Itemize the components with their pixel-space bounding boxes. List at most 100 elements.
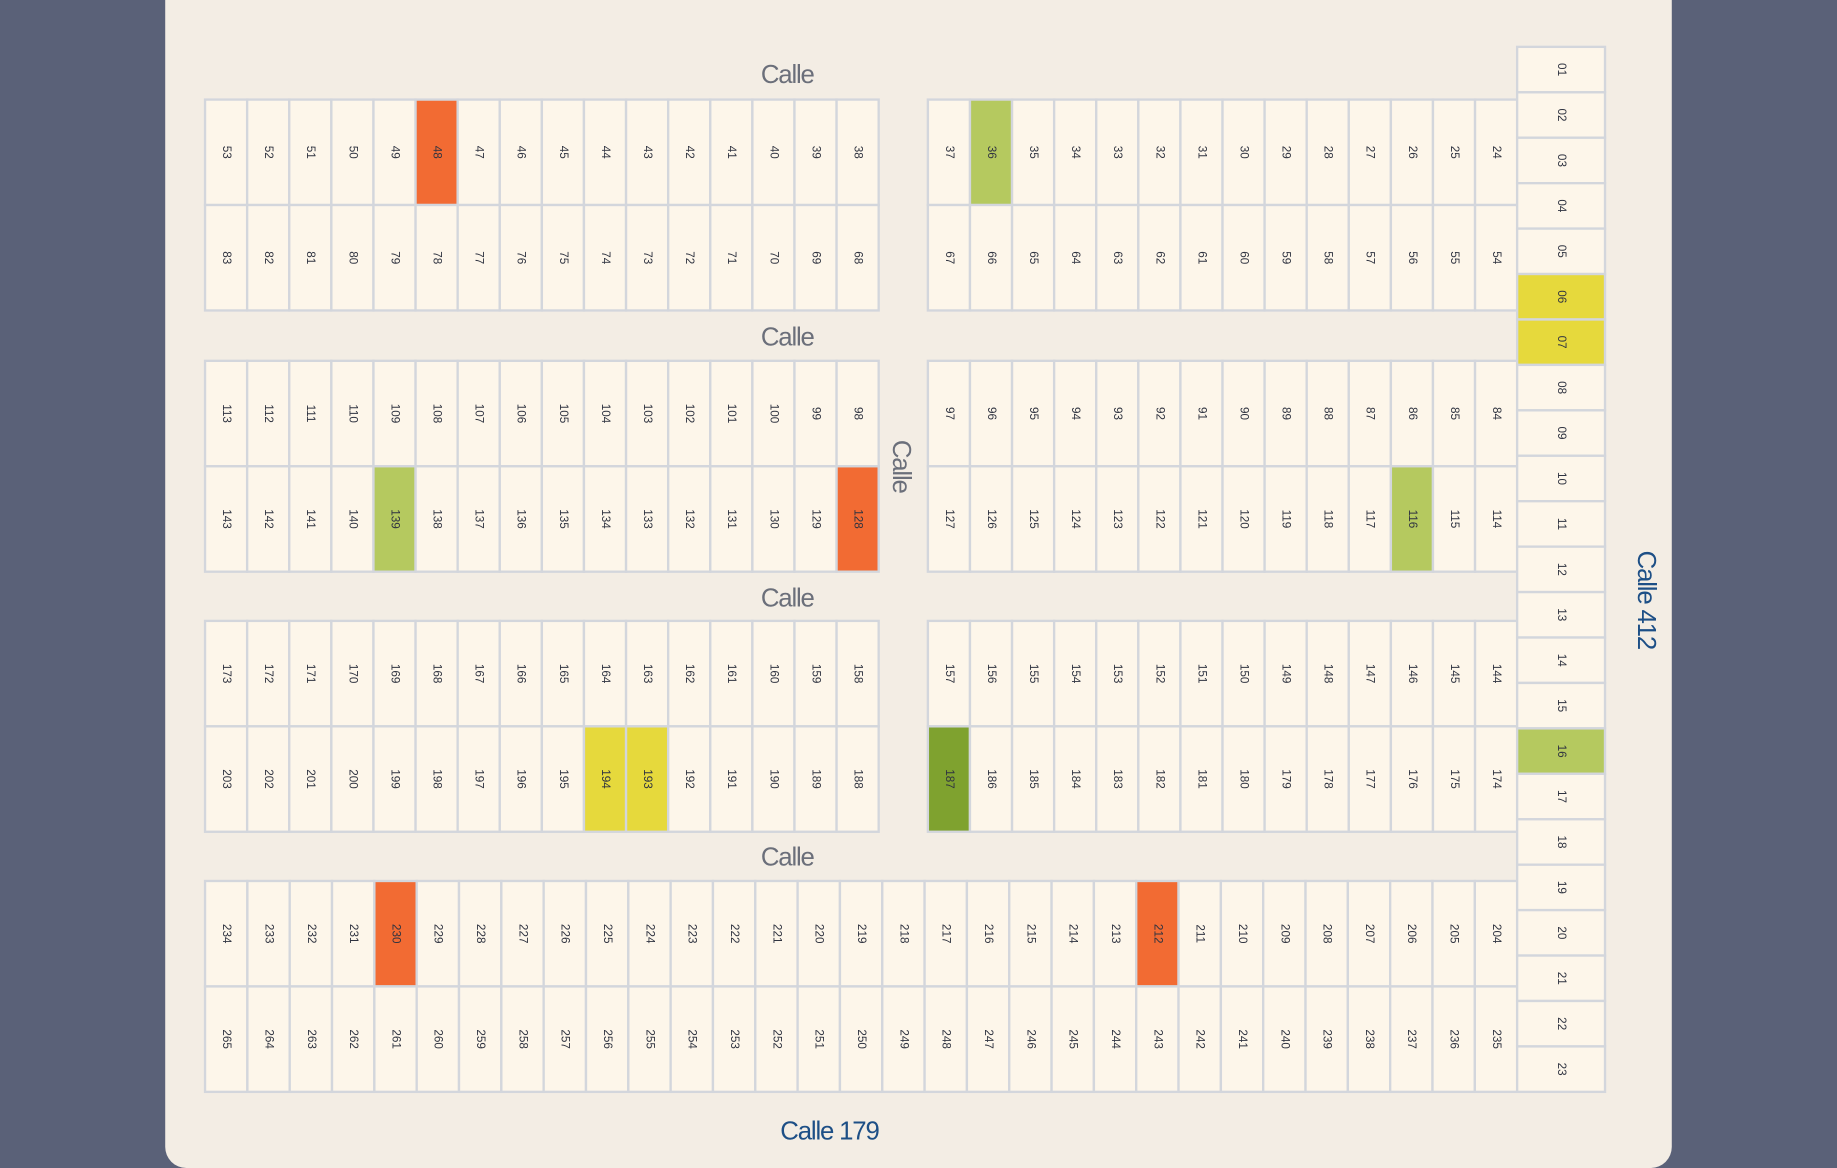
lot	[1263, 465, 1308, 573]
lot-number: 224	[643, 924, 656, 944]
lot	[666, 203, 712, 312]
lot	[498, 465, 544, 573]
lot-number: 69	[809, 251, 822, 264]
lot-number: 221	[770, 924, 783, 944]
lot-number: 254	[686, 1029, 699, 1049]
lot-number: 229	[432, 924, 445, 944]
lot-number: 11	[1555, 518, 1568, 530]
lot-number: 207	[1363, 924, 1376, 944]
lot	[203, 725, 249, 833]
lot-number: 250	[855, 1029, 868, 1049]
lot-number: 146	[1406, 664, 1419, 684]
lot-number: 240	[1278, 1029, 1291, 1049]
lot-number: 167	[473, 664, 486, 684]
lot-number: 191	[725, 769, 738, 789]
lot	[414, 98, 459, 207]
lot	[288, 465, 333, 573]
lot-number: 214	[1067, 924, 1080, 944]
lot-number: 16	[1555, 745, 1568, 758]
lot	[1473, 203, 1519, 312]
lot-number: 208	[1321, 924, 1334, 944]
lot-number: 08	[1555, 381, 1568, 394]
lot-number: 132	[683, 509, 696, 529]
lot-number: 237	[1405, 1029, 1418, 1049]
lot-number: 112	[262, 404, 275, 423]
lot	[1515, 908, 1607, 957]
lot-number: 218	[897, 924, 910, 944]
lot-number: 88	[1322, 407, 1335, 420]
lot	[288, 879, 334, 988]
lot-number: 247	[982, 1029, 995, 1049]
lot	[965, 985, 1011, 1094]
lot-number: 201	[304, 769, 317, 789]
lot	[751, 725, 796, 833]
lot-number: 90	[1237, 407, 1250, 421]
lot-number: 145	[1448, 664, 1461, 684]
lot-number: 263	[305, 1029, 318, 1049]
lot-number: 06	[1555, 290, 1568, 303]
lot	[627, 879, 672, 988]
lot	[835, 203, 880, 312]
lot	[582, 203, 628, 312]
lot	[542, 985, 588, 1094]
lot	[203, 465, 249, 573]
lot-number: 50	[346, 146, 359, 160]
lot	[373, 879, 418, 988]
lot	[1221, 98, 1266, 207]
lot	[1305, 725, 1350, 833]
lot-number: 232	[305, 924, 318, 944]
lot-number: 44	[599, 146, 612, 160]
lot-number: 02	[1555, 108, 1568, 121]
lot-number: 163	[641, 664, 654, 684]
lot	[793, 359, 838, 468]
lot-number: 41	[725, 146, 738, 159]
lot-number: 226	[559, 924, 572, 944]
lot	[754, 879, 799, 988]
lot-number: 45	[557, 146, 570, 160]
lot-number: 64	[1069, 251, 1082, 265]
lot	[1221, 203, 1266, 312]
lot-number: 261	[389, 1029, 402, 1049]
lot-number: 10	[1555, 472, 1568, 486]
lot	[414, 465, 459, 573]
lot-number: 113	[220, 404, 233, 423]
lot-number: 177	[1364, 769, 1377, 789]
lot-number: 123	[1111, 509, 1124, 529]
lot	[457, 985, 503, 1094]
lot	[1389, 203, 1435, 312]
lot	[1515, 636, 1607, 685]
lot-number: 115	[1448, 510, 1461, 529]
lot	[540, 619, 586, 728]
lot-number: 25	[1448, 146, 1461, 160]
lot-number: 160	[767, 664, 780, 684]
lot-number: 192	[683, 769, 696, 789]
lot-number: 256	[601, 1029, 614, 1049]
lot-number: 217	[940, 924, 953, 944]
lot-number: 204	[1490, 924, 1503, 944]
lot	[203, 985, 249, 1094]
lot-number: 213	[1109, 924, 1122, 944]
lot-number: 110	[346, 404, 359, 423]
lot-number: 136	[515, 509, 528, 529]
lot-number: 48	[431, 146, 444, 159]
lot	[1431, 465, 1477, 573]
lot	[1179, 725, 1224, 833]
lot-number: 260	[432, 1029, 445, 1049]
lot	[793, 619, 838, 728]
lot-number: 14	[1555, 654, 1568, 668]
lot-number: 36	[985, 146, 998, 159]
lot-number: 89	[1280, 407, 1293, 420]
lot-number: 194	[599, 769, 612, 789]
lot	[456, 203, 501, 312]
lot-number: 23	[1555, 1063, 1568, 1076]
lot-number: 187	[943, 769, 956, 789]
lot	[1305, 203, 1350, 312]
lot-number: 05	[1555, 245, 1568, 259]
lot-number: 209	[1278, 924, 1291, 944]
lot-number: 153	[1111, 664, 1124, 684]
lot-number: 98	[852, 407, 865, 420]
lot-number: 176	[1406, 769, 1419, 789]
lot	[1262, 985, 1307, 1094]
lot-number: 236	[1448, 1029, 1461, 1049]
lot	[1010, 619, 1056, 728]
